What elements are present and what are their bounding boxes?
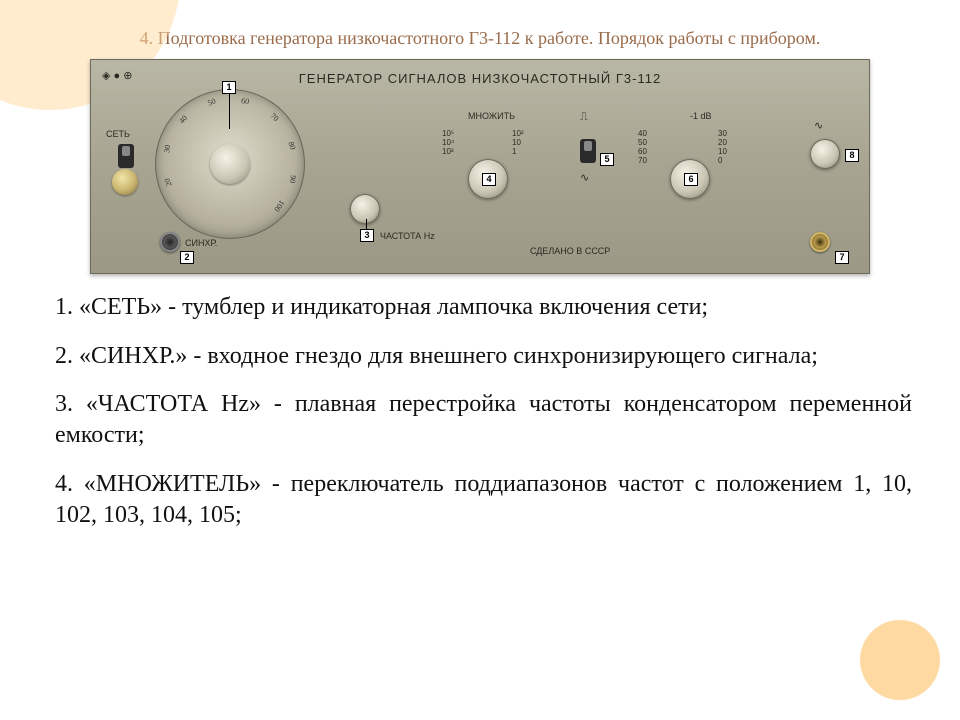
freq-fine-knob[interactable] xyxy=(350,194,380,224)
safety-icons: ◈ ● ⊕ xyxy=(102,69,132,82)
made-in: СДЕЛАНО В СССР xyxy=(530,246,610,256)
sync-connector[interactable] xyxy=(160,232,180,252)
mult-scale-right: 10²101 xyxy=(512,129,524,156)
waveform-toggle[interactable] xyxy=(580,139,596,163)
desc-2: 2. «СИНХР.» - входное гнездо для внешнег… xyxy=(55,341,912,372)
label-set: СЕТЬ xyxy=(106,129,130,139)
output-level-knob[interactable] xyxy=(810,139,840,169)
power-lamp xyxy=(112,169,138,195)
device-title: ГЕНЕРАТОР СИГНАЛОВ НИЗКОЧАСТОТНЫЙ Г3-112 xyxy=(90,71,870,86)
desc-4: 4. «МНОЖИТЕЛЬ» - переключатель поддиапаз… xyxy=(55,469,912,530)
label-sine-icon: ∿ xyxy=(580,171,589,184)
att-scale-right: 3020100 xyxy=(718,129,727,165)
marker-7: 7 xyxy=(835,251,849,264)
marker-8: 8 xyxy=(845,149,859,162)
desc-3: 3. «ЧАСТОТА Hz» - плавная перестройка ча… xyxy=(55,389,912,450)
description-list: 1. «СЕТЬ» - тумблер и индикаторная лампо… xyxy=(0,292,960,530)
label-freq: ЧАСТОТА Hz xyxy=(380,231,435,241)
label-square-icon: ⎍ xyxy=(580,111,588,124)
desc-1: 1. «СЕТЬ» - тумблер и индикаторная лампо… xyxy=(55,292,912,323)
frequency-dial[interactable]: 20 30 40 50 60 70 80 90 100 xyxy=(155,89,305,239)
decor-circle-bottom xyxy=(860,620,940,700)
power-toggle[interactable] xyxy=(118,144,134,168)
label-mult: МНОЖИТЬ xyxy=(468,111,515,121)
label-sine-out: ∿ xyxy=(814,119,823,132)
label-att: -1 dB xyxy=(690,111,712,121)
marker-1: 1 xyxy=(222,81,236,94)
generator-panel: ГЕНЕРАТОР СИГНАЛОВ НИЗКОЧАСТОТНЫЙ Г3-112… xyxy=(90,59,870,274)
output-connector[interactable] xyxy=(810,232,830,252)
marker-6: 6 xyxy=(684,173,698,186)
marker-5: 5 xyxy=(600,153,614,166)
label-sync: СИНХР. xyxy=(185,238,217,248)
mult-scale-left: 10⁵10⁴10³ xyxy=(442,129,454,156)
marker-4: 4 xyxy=(482,173,496,186)
marker-2: 2 xyxy=(180,251,194,264)
marker-3: 3 xyxy=(360,229,374,242)
att-scale-left: 40506070 xyxy=(638,129,647,165)
